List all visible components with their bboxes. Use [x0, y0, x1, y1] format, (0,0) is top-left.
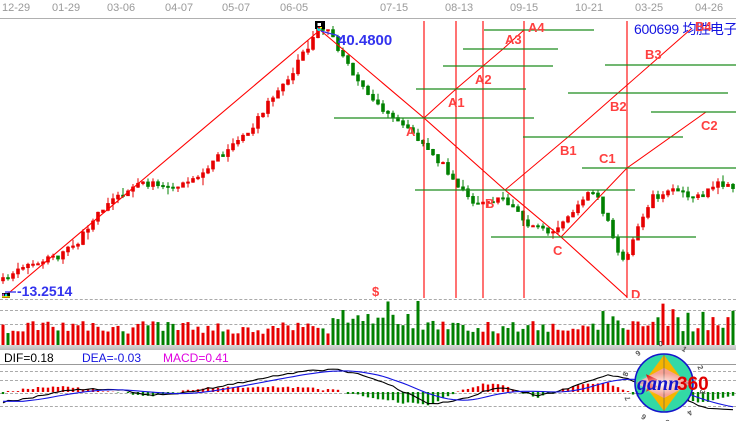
- svg-text:4: 4: [685, 408, 695, 418]
- svg-text:8: 8: [621, 371, 631, 377]
- svg-text:360: 360: [677, 374, 709, 395]
- svg-text:0: 0: [658, 339, 663, 348]
- svg-text:1: 1: [680, 344, 688, 354]
- svg-text:7: 7: [623, 395, 633, 402]
- svg-text:6: 6: [640, 412, 648, 421]
- svg-text:gann: gann: [636, 373, 679, 395]
- svg-text:2: 2: [695, 364, 705, 371]
- svg-text:9: 9: [634, 348, 643, 358]
